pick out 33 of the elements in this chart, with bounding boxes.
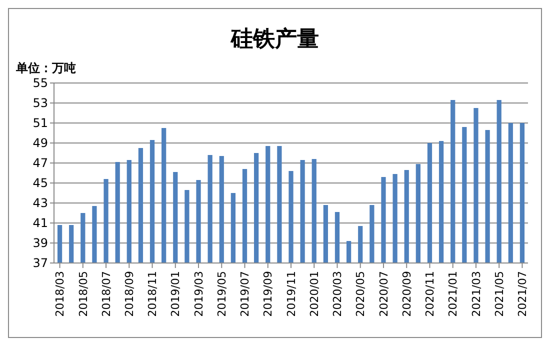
y-tick-label: 51 [32,116,48,130]
y-tick-label: 43 [32,196,48,210]
x-tick-label: 2018/11 [146,271,160,317]
x-tick-label: 2021/05 [492,271,506,317]
x-tick-label: 2019/09 [262,271,275,317]
x-tick-label: 2020/01 [308,271,321,317]
x-tick-label: 2020/11 [424,271,437,317]
x-tick-label: 2018/09 [122,271,136,317]
x-tick-label: 2020/05 [354,271,368,317]
x-tick-label: 2019/03 [192,271,206,317]
text: 单位：万吨 [15,61,76,75]
x-tick-label: 2019/05 [215,271,228,317]
x-tick-label: 2019/11 [284,271,298,317]
y-tick-label: 53 [32,96,48,110]
y-tick-label: 47 [32,156,48,170]
chart-title: 硅铁产量 [230,26,319,52]
x-tick-label: 2018/05 [76,271,90,317]
x-tick-label: 2021/07 [516,271,530,317]
x-tick-label: 2020/07 [377,271,390,317]
y-tick-label: 39 [32,236,48,250]
x-tick-label: 2018/07 [100,271,113,317]
x-tick-label: 2019/01 [169,271,182,317]
x-tick-label: 2018/03 [54,271,67,317]
y-tick-label: 45 [32,176,48,190]
y-tick-label: 37 [32,256,48,270]
x-tick-label: 2020/03 [331,271,344,317]
y-tick-label: 49 [32,136,48,150]
y-tick-label: 41 [32,216,48,230]
y-tick-label: 55 [32,76,48,90]
x-tick-label: 2019/07 [238,271,252,317]
x-tick-label: 2021/03 [470,271,483,317]
x-tick-label: 2020/09 [400,271,414,317]
x-tick-label: 2021/01 [446,271,460,317]
